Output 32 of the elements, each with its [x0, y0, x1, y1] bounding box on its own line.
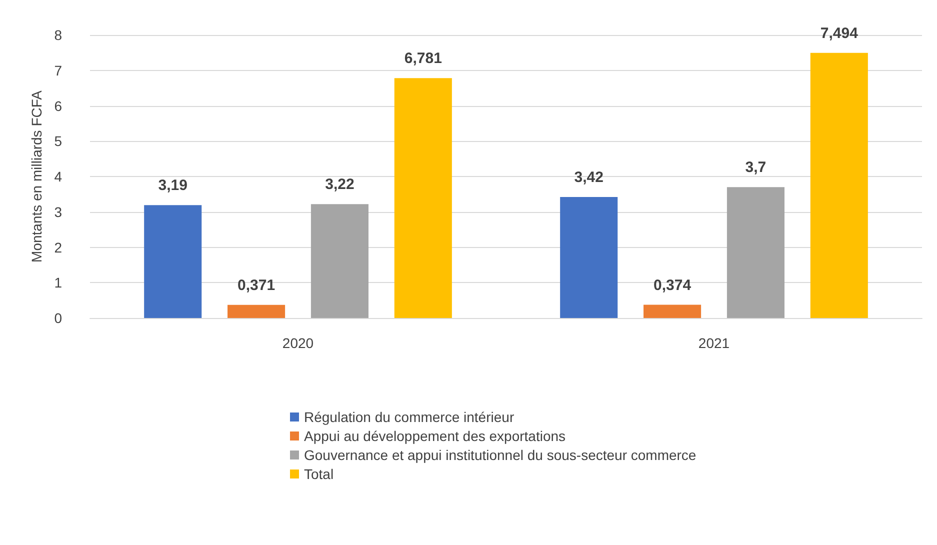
legend-label: Régulation du commerce intérieur [304, 409, 514, 425]
y-tick-label: 7 [54, 62, 62, 78]
y-tick-label: 5 [54, 133, 62, 150]
bar [644, 304, 702, 318]
bar [144, 205, 202, 318]
y-tick-label: 1 [54, 274, 62, 291]
x-tick-label: 2021 [698, 335, 730, 351]
bar [228, 304, 286, 318]
data-label: 0,371 [238, 276, 276, 294]
legend-label: Appui au développement des exportations [304, 428, 566, 444]
legend-label: Gouvernance et appui institutionnel du sous-secteur commerce [304, 447, 696, 463]
y-tick-label: 0 [54, 310, 62, 326]
data-label: 7,494 [820, 24, 859, 42]
y-tick-label: 6 [54, 98, 62, 114]
data-label: 3,22 [325, 176, 354, 194]
y-tick-label: 4 [54, 168, 62, 184]
y-tick-label: 3 [54, 204, 62, 220]
bar [726, 187, 784, 318]
data-label: 3,42 [574, 169, 604, 186]
x-tick-label: 2020 [282, 335, 314, 351]
bar [394, 78, 452, 318]
bar [810, 52, 868, 318]
data-label: 6,781 [404, 50, 442, 68]
data-label: 3,19 [158, 177, 188, 194]
bar [560, 197, 618, 318]
legend-label: Total [304, 466, 334, 482]
y-tick-label: 2 [54, 239, 62, 256]
y-tick-label: 8 [54, 27, 62, 43]
y-axis-title: Montants en milliards FCFA [28, 90, 44, 262]
data-label: 3,7 [745, 159, 766, 176]
bar [310, 204, 368, 318]
data-label: 0,374 [654, 276, 692, 294]
